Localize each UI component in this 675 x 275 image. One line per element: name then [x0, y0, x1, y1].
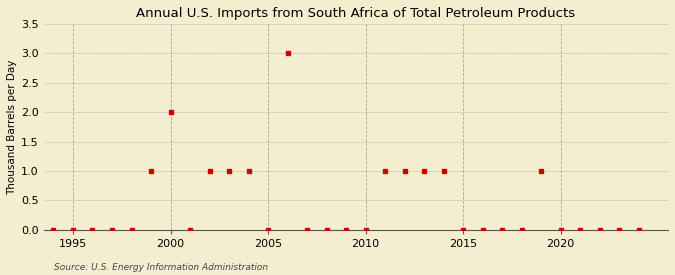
Y-axis label: Thousand Barrels per Day: Thousand Barrels per Day — [7, 59, 17, 194]
Text: Source: U.S. Energy Information Administration: Source: U.S. Energy Information Administ… — [54, 263, 268, 272]
Title: Annual U.S. Imports from South Africa of Total Petroleum Products: Annual U.S. Imports from South Africa of… — [136, 7, 576, 20]
